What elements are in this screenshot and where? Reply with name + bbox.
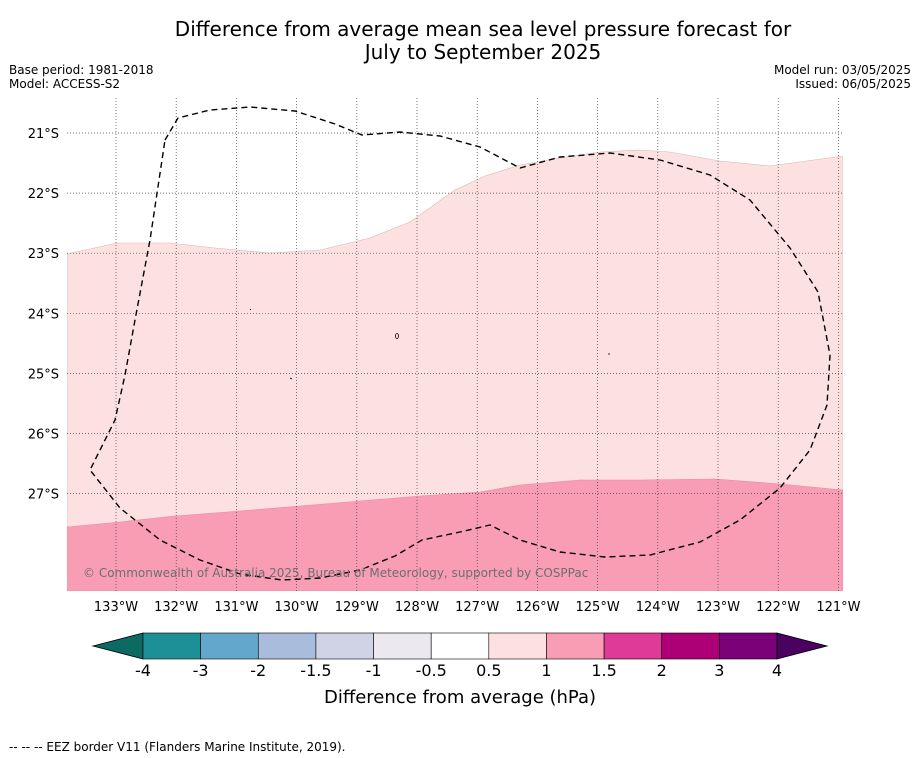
colorbar-min-extension [91,632,144,660]
region-1-to-1.5 [67,478,843,591]
colorbar-tick-label: 1 [541,661,551,680]
colorbar-tick-label: -1 [366,661,382,680]
colorbar-tick-label: -0.5 [416,661,447,680]
colorbar-tick-label: -1.5 [300,661,331,680]
longitude-label: 121°W [816,600,860,615]
latitude-label: 24°S [28,307,59,322]
eez-border [89,106,831,581]
colorbar-tick-label: 2 [657,661,667,680]
title-line-1: Difference from average mean sea level p… [174,17,792,41]
longitude-label: 124°W [636,600,680,615]
latitude-label: 23°S [28,247,59,262]
colorbar-tick-label: 4 [772,661,782,680]
longitude-label: 122°W [756,600,800,615]
longitude-label: 132°W [154,600,198,615]
colorbar-bin [257,632,317,660]
longitude-label: 126°W [515,600,559,615]
longitude-label: 125°W [576,600,620,615]
colorbar-bin [142,632,201,660]
map-area: © Commonwealth of Australia 2025, Bureau… [67,98,843,591]
colorbar-bin [488,632,547,660]
longitude-label: 129°W [335,600,379,615]
colorbar-tick-label: -4 [135,661,151,680]
latitude-labels: 21°S 22°S 23°S 24°S 25°S 26°S 27°S [28,127,59,503]
colorbar-tick-labels: -4 -3 -2 -1.5 -1 -0.5 0.5 1 1.5 2 3 4 [135,661,782,680]
longitude-label: 123°W [696,600,740,615]
colorbar-bin [661,632,720,660]
base-period: Base period: 1981-2018 [9,63,154,77]
title-line-2: July to September 2025 [364,40,602,64]
meta-left: Base period: 1981-2018 Model: ACCESS-S2 [9,63,154,91]
islands [249,308,610,380]
longitude-label: 130°W [275,600,319,615]
longitude-label: 127°W [455,600,499,615]
colorbar-bin [546,632,605,660]
issued-date: Issued: 06/05/2025 [795,77,911,91]
colorbar-bin [430,632,490,660]
longitude-label: 131°W [214,600,258,615]
graticule [67,98,843,591]
latitude-label: 26°S [28,428,59,443]
colorbar-bins [142,632,778,660]
colorbar-tick-label: -3 [193,661,209,680]
colorbar-tick-label: -2 [250,661,266,680]
colorbar-tick-label: 3 [714,661,724,680]
colorbar-tick-label: 1.5 [591,661,616,680]
colorbar-max-extension [776,632,829,660]
copyright-notice: © Commonwealth of Australia 2025, Bureau… [83,566,588,580]
latitude-label: 27°S [28,488,59,503]
meta-right: Model run: 03/05/2025 Issued: 06/05/2025 [774,63,911,91]
colorbar-bin [719,632,778,660]
latitude-label: 25°S [28,367,59,382]
eez-source-note: -- -- -- EEZ border V11 (Flanders Marine… [9,740,346,754]
longitude-label: 128°W [395,600,439,615]
colorbar-bin [603,632,663,660]
colorbar-bin [373,632,432,660]
colorbar: -4 -3 -2 -1.5 -1 -0.5 0.5 1 1.5 2 3 4 Difference fr… [91,632,829,708]
colorbar-label: Difference from average (hPa) [324,687,596,708]
longitude-label: 133°W [94,600,138,615]
chart-title: Difference from average mean sea level p… [0,18,919,64]
colorbar-tick-label: 0.5 [476,661,501,680]
longitude-labels: 133°W 132°W 131°W 130°W 129°W 128°W 127°W 126°W… [94,600,861,615]
latitude-label: 21°S [28,127,59,142]
colorbar-bin [315,632,374,660]
colorbar-bin [200,632,259,660]
model-run: Model run: 03/05/2025 [773,63,911,77]
model-name: Model: ACCESS-S2 [9,77,121,91]
latitude-label: 22°S [28,187,59,202]
